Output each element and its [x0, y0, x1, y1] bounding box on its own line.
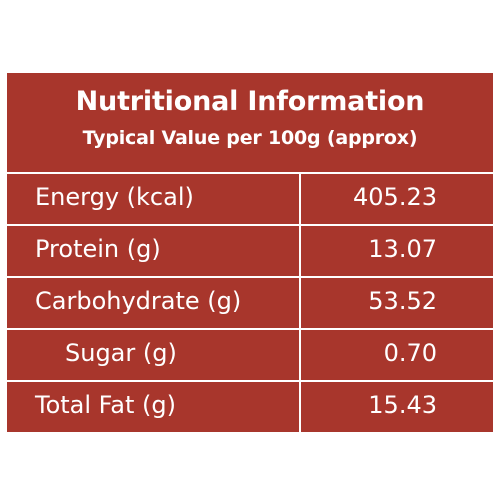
table-row: Total Fat (g) 15.43	[7, 380, 493, 432]
nutrient-label: Carbohydrate (g)	[35, 287, 242, 315]
table-top-rule	[7, 172, 493, 174]
table-row: Sugar (g) 0.70	[7, 328, 493, 380]
table-column-divider	[299, 172, 301, 432]
nutrient-label: Total Fat (g)	[35, 391, 176, 419]
nutrient-label: Energy (kcal)	[35, 183, 194, 211]
nutrition-title: Nutritional Information	[75, 86, 425, 117]
table-row: Protein (g) 13.07	[7, 224, 493, 276]
table-row: Carbohydrate (g) 53.52	[7, 276, 493, 328]
nutrient-label: Sugar (g)	[65, 339, 177, 367]
nutrition-header: Nutritional Information Typical Value pe…	[7, 73, 493, 172]
table-row-divider	[7, 224, 493, 226]
nutrient-value: 53.52	[368, 287, 437, 315]
nutrition-table: Energy (kcal) 405.23 Protein (g) 13.07 C…	[7, 172, 493, 432]
table-row-divider	[7, 328, 493, 330]
nutrition-subtitle: Typical Value per 100g (approx)	[82, 127, 418, 149]
nutrient-label: Protein (g)	[35, 235, 161, 263]
table-row-divider	[7, 380, 493, 382]
nutrition-panel: Nutritional Information Typical Value pe…	[7, 73, 493, 432]
nutrient-value: 405.23	[353, 183, 437, 211]
nutrient-value: 13.07	[368, 235, 437, 263]
table-row-divider	[7, 276, 493, 278]
nutrient-value: 0.70	[383, 339, 437, 367]
nutrient-value: 15.43	[368, 391, 437, 419]
table-row: Energy (kcal) 405.23	[7, 172, 493, 224]
